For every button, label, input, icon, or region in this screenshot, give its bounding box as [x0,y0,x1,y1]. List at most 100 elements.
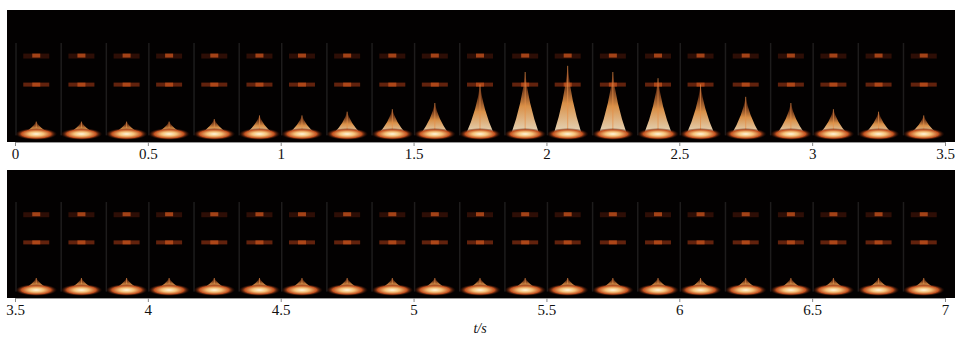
tick: 6 [676,298,684,318]
frame [592,43,634,140]
burner-structure [246,83,272,87]
burner-structure [334,212,360,217]
tick-label: 0.5 [139,146,158,162]
frame [15,202,57,296]
frame [106,43,148,140]
flame-plume [466,84,494,134]
flame-base [106,284,148,296]
frame-edge [148,202,150,292]
burner-structure [422,240,448,244]
flame-base [414,128,456,140]
burner-structure [379,83,405,87]
tick-label: 0 [12,146,20,162]
burner-structure [431,240,439,244]
frame [193,202,235,296]
burner-structure [379,54,405,59]
frame-edge [592,202,594,292]
burner-structure [609,54,617,58]
flame-base [371,128,413,140]
frame [238,202,280,296]
burner-structure [555,212,581,217]
burner-structure [68,54,94,59]
burner-structure [476,240,484,244]
flame-streak [567,66,568,134]
burner-structure [609,212,617,216]
burner-structure [156,240,182,244]
frame-edge [770,202,772,292]
frame-edge [238,43,240,135]
burner-structure [600,240,626,244]
figure: 00.511.522.533.53.544.555.566.57t/s [0,0,955,344]
burner-structure [688,54,714,59]
burner-structure [600,212,626,217]
frame [504,43,546,140]
tick-label: 4 [145,302,153,318]
burner-structure [742,54,750,58]
burner-structure [23,212,49,217]
burner-structure [654,212,662,216]
tick-label: 3.5 [6,302,25,318]
burner-structure [564,54,572,58]
burner-structure [68,83,94,87]
x-axis: 3.544.555.566.57 [6,298,950,318]
burner-structure [778,83,804,87]
burner-structure [820,240,846,244]
frame-edge [637,43,639,135]
burner-structure [609,240,617,244]
burner-structure [920,212,928,216]
frame-edge [858,202,860,292]
burner-structure [645,54,671,59]
burner-structure [255,54,263,58]
burner-structure [289,212,315,217]
burner-structure [787,54,795,58]
burner-structure [820,54,846,59]
frame [148,43,190,140]
frame [60,202,102,296]
panel: 3.544.555.566.57t/s [6,170,955,336]
burner-structure [688,240,714,244]
frame [547,43,589,140]
burner-structure [920,54,928,58]
flame-base [547,284,589,296]
tick: 5 [410,298,418,318]
flame-base [459,128,501,140]
burner-structure [210,54,218,58]
frame [60,43,102,140]
burner-structure [156,83,182,87]
flame-base [326,128,368,140]
flame-base [281,128,323,140]
burner-structure [201,240,227,244]
burner-structure [298,212,306,216]
burner-structure [911,54,937,59]
burner-structure [820,83,846,87]
frames [15,43,944,140]
frame [547,202,589,296]
flame-base [592,284,634,296]
tick: 1 [277,142,285,162]
frame [193,43,235,140]
frame [770,202,812,296]
tick: 5.5 [538,298,557,318]
burner-structure [820,212,846,217]
flame-plume [599,72,627,134]
tick: 3.5 [6,298,25,318]
x-axis-title: t/s [473,321,487,336]
flame-base [903,128,945,140]
tick: 2.5 [670,142,689,162]
flame-base [680,128,722,140]
burner-structure [165,83,173,87]
frame [637,202,679,296]
burner-structure [645,240,671,244]
burner-structure [555,240,581,244]
burner-structure [564,240,572,244]
burner-structure [210,240,218,244]
flame-plume [687,84,715,134]
tick-label: 3.5 [936,146,955,162]
image-background [7,10,955,142]
burner-structure [521,54,529,58]
frame [637,43,679,140]
flame-base [459,284,501,296]
tick-label: 4.5 [272,302,291,318]
burner-structure [911,83,937,87]
burner-structure [201,83,227,87]
